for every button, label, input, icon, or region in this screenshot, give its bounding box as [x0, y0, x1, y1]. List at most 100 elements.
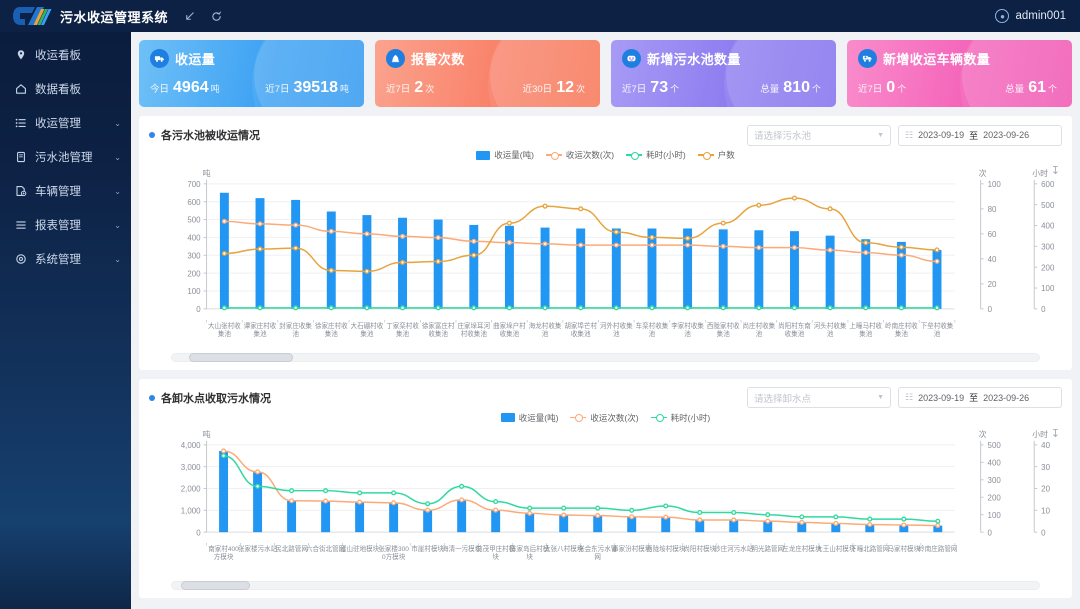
date-range-picker-2[interactable]: ☷ 2023-09-19 至 2023-09-26	[898, 387, 1062, 409]
svg-text:集池: 集池	[859, 329, 873, 338]
panel-pool-collection: 各污水池被收运情况 请选择污水池 ▼ ☷ 2023-09-19 至 2023-0…	[139, 116, 1072, 370]
location-pin-icon	[13, 49, 28, 61]
svg-text:500: 500	[1041, 201, 1055, 210]
avatar: ●	[995, 9, 1010, 23]
chart1-scroll-thumb[interactable]	[189, 352, 294, 362]
chart1-legend: 收运量(吨) 收运次数(次) 耗时(小时) 户数	[149, 148, 1062, 162]
legend-swatch	[626, 152, 643, 159]
sidebar-item-4[interactable]: 车辆管理 ⌄	[0, 174, 131, 208]
svg-text:池: 池	[542, 329, 549, 338]
sidebar-item-label: 数据看板	[35, 84, 81, 96]
file-edit-icon	[13, 185, 28, 197]
stat-unit: 吨	[339, 84, 349, 94]
chevron-down-icon: ▼	[877, 394, 884, 402]
discharge-select-placeholder: 请选择卸水点	[754, 393, 812, 405]
sidebar-item-5[interactable]: 报表管理 ⌄	[0, 208, 131, 242]
card-header: 收运量	[150, 49, 353, 68]
stat-label: 总量	[1005, 84, 1025, 95]
chart2-scrollbar[interactable]	[171, 581, 1040, 591]
svg-text:3,000: 3,000	[181, 462, 201, 471]
sidebar-item-1[interactable]: 数据看板	[0, 72, 131, 106]
svg-text:池: 池	[613, 329, 620, 338]
card-decor-blob	[960, 40, 1072, 107]
card-title: 收运量	[175, 52, 216, 67]
sidebar-item-6[interactable]: 系统管理 ⌄	[0, 242, 131, 276]
stat-value: 4964	[173, 79, 209, 96]
legend-item-2[interactable]: 耗时(小时)	[650, 412, 710, 424]
svg-text:尚庄村收集: 尚庄村收集	[743, 321, 776, 330]
stat-card-3: 新增收运车辆数量 近7日 0 个总量 61 个	[847, 40, 1072, 107]
svg-text:上疃马村收: 上疃马村收	[849, 321, 882, 330]
svg-text:池: 池	[934, 329, 941, 338]
stat-group-0: 近7日 73 个	[622, 79, 679, 97]
legend-item-1[interactable]: 收运次数(次)	[570, 412, 639, 424]
svg-text:100: 100	[187, 287, 201, 296]
sidebar-item-3[interactable]: 污水池管理 ⌄	[0, 140, 131, 174]
legend-swatch	[545, 152, 562, 159]
svg-text:小时: 小时	[1032, 168, 1048, 178]
svg-text:胡家埠芒村: 胡家埠芒村	[564, 321, 597, 330]
card-decor-blob	[254, 40, 364, 107]
sidebar-item-label: 系统管理	[35, 254, 81, 266]
svg-text:曲家垛户村: 曲家垛户村	[493, 321, 526, 330]
chart2-scroll-thumb[interactable]	[180, 581, 251, 591]
svg-text:池: 池	[756, 329, 763, 338]
svg-text:200: 200	[1041, 263, 1055, 272]
stat-unit: 个	[670, 84, 680, 94]
legend-item-1[interactable]: 收运次数(次)	[545, 149, 614, 161]
svg-text:0: 0	[988, 305, 993, 314]
svg-text:方模块: 方模块	[214, 552, 234, 561]
legend-label: 户数	[717, 150, 735, 160]
user-area[interactable]: ● admin001	[995, 9, 1066, 23]
svg-text:河头村收集: 河头村收集	[814, 321, 847, 330]
card-stats: 今日 4964 吨近7日 39518 吨	[150, 79, 353, 97]
stat-label: 近7日	[858, 84, 883, 95]
legend-swatch	[476, 150, 491, 160]
card-header: 新增收运车辆数量	[858, 49, 1061, 68]
sidebar-item-label: 收运看板	[35, 50, 81, 62]
collapse-arrow-icon[interactable]	[184, 11, 195, 22]
chart1-scrollbar[interactable]	[171, 352, 1040, 362]
svg-text:4,000: 4,000	[181, 441, 201, 450]
svg-text:大石硼村收: 大石硼村收	[351, 321, 384, 330]
svg-text:0: 0	[988, 528, 993, 537]
svg-text:海龙村收集: 海龙村收集	[529, 321, 562, 330]
svg-text:海清一污模块: 海清一污模块	[442, 544, 482, 553]
svg-text:300: 300	[988, 475, 1002, 484]
stat-group-1: 总量 810 个	[760, 79, 825, 97]
download-icon[interactable]: ↧	[1050, 427, 1060, 440]
refresh-icon[interactable]	[211, 11, 222, 22]
svg-text:10: 10	[1041, 506, 1050, 515]
discharge-point-select[interactable]: 请选择卸水点 ▼	[747, 387, 891, 409]
legend-item-2[interactable]: 耗时(小时)	[626, 149, 686, 161]
svg-text:马家村模块: 马家村模块	[887, 544, 920, 553]
sidebar-item-0[interactable]: 收运看板	[0, 38, 131, 72]
svg-text:200: 200	[988, 493, 1002, 502]
svg-text:大王山村模块: 大王山村模块	[816, 544, 856, 553]
sidebar-item-2[interactable]: 收运管理 ⌄	[0, 106, 131, 140]
sidebar-item-label: 报表管理	[35, 220, 81, 232]
stat-card-0: 收运量 今日 4964 吨近7日 39518 吨	[139, 40, 364, 107]
legend-item-0[interactable]: 收运量(吨)	[476, 149, 534, 161]
stat-unit: 次	[425, 84, 435, 94]
svg-text:池: 池	[827, 329, 834, 338]
svg-text:0: 0	[1041, 528, 1046, 537]
svg-text:尚阳村东南: 尚阳村东南	[778, 321, 811, 330]
legend-item-3[interactable]: 户数	[697, 149, 735, 161]
bullet-icon	[149, 394, 155, 401]
top-bar: 污水收运管理系统 ● admin001	[0, 0, 1080, 32]
svg-text:西陇垵村模块: 西陇垵村模块	[646, 544, 686, 553]
svg-text:收集池: 收集池	[428, 329, 448, 338]
legend-item-0[interactable]: 收运量(吨)	[500, 412, 558, 424]
svg-text:200: 200	[187, 269, 201, 278]
date-range-picker-1[interactable]: ☷ 2023-09-19 至 2023-09-26	[898, 124, 1062, 146]
stat-card-2: 新增污水池数量 近7日 73 个总量 810 个	[611, 40, 836, 107]
svg-text:集池: 集池	[717, 329, 731, 338]
chart1-canvas: 0100200300400500600700吨020406080100次0100…	[187, 168, 1055, 314]
card-decor-blob	[488, 40, 600, 107]
svg-text:下疃北路管网: 下疃北路管网	[850, 544, 889, 553]
pool-select[interactable]: 请选择污水池 ▼	[747, 124, 891, 146]
svg-text:网: 网	[594, 553, 601, 561]
download-icon[interactable]: ↧	[1050, 165, 1060, 177]
